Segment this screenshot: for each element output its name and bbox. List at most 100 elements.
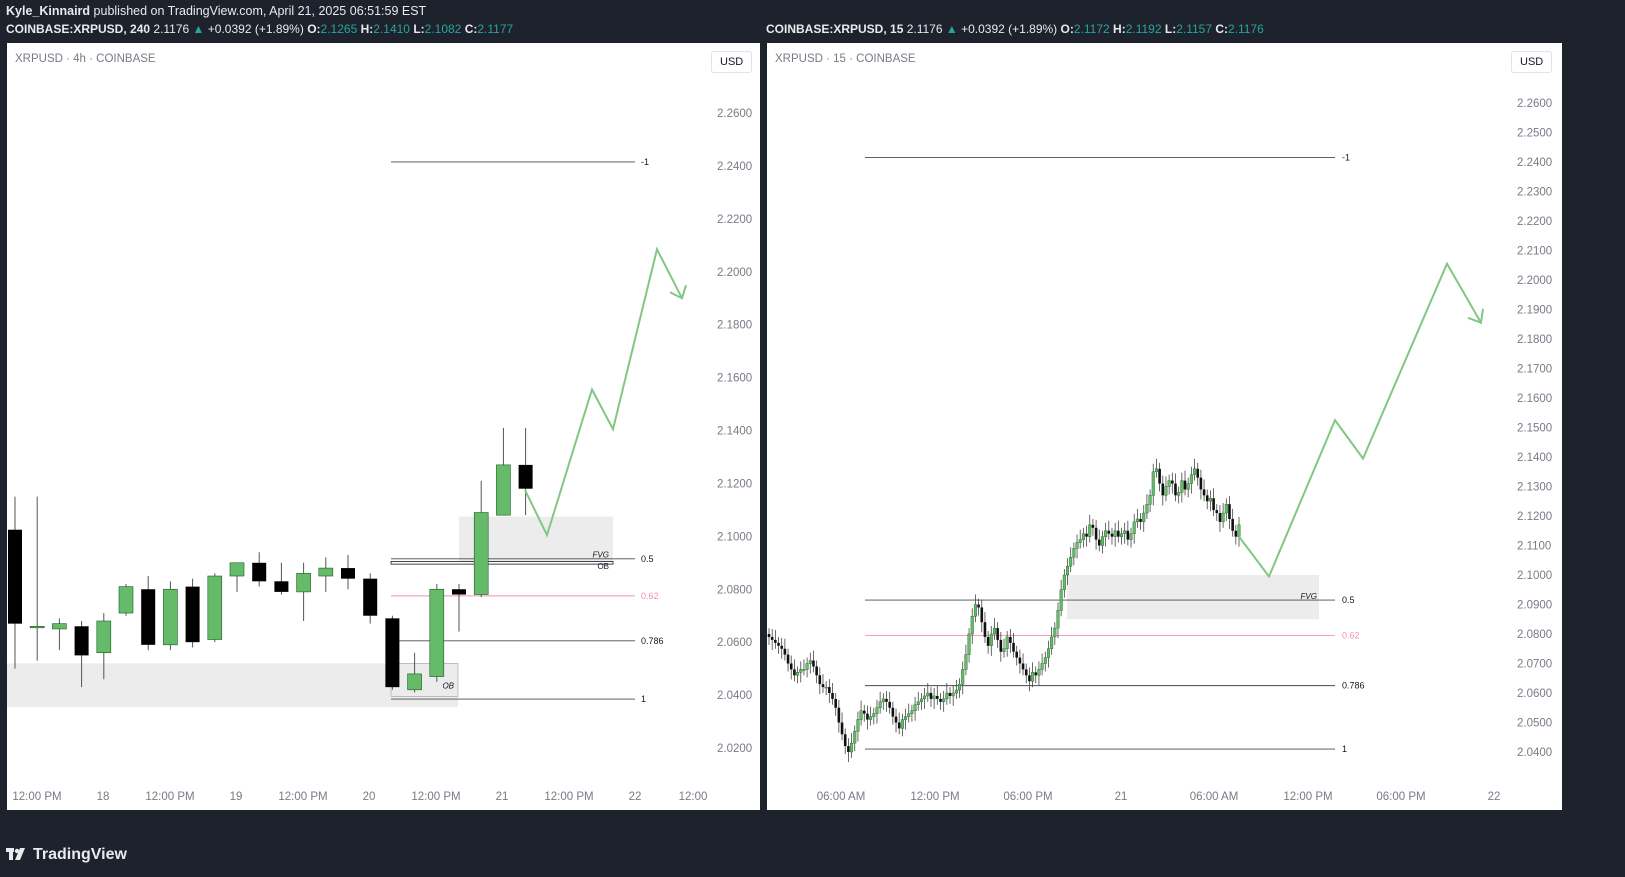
candle-body — [1015, 651, 1019, 658]
candle-body — [992, 627, 996, 635]
candle-body — [1142, 512, 1146, 523]
ob-label-lower: OB — [442, 681, 454, 690]
y-tick-label: 2.1600 — [1517, 393, 1552, 405]
candle-body — [799, 669, 803, 673]
candle-body — [1196, 468, 1200, 478]
left-price: 2.1176 — [153, 22, 190, 36]
candle-body — [910, 710, 914, 714]
up-arrow-icon: ▲ — [192, 22, 205, 36]
candle-body — [821, 684, 825, 688]
candle-body — [1167, 480, 1171, 487]
candle-body — [1088, 524, 1092, 537]
candle-body — [881, 698, 885, 703]
left-close: 2.1177 — [477, 22, 514, 36]
y-tick-label: 2.1700 — [1517, 364, 1552, 376]
candle-body — [163, 588, 178, 646]
chart-panel-15m[interactable]: 2.2600 2.2500 2.2400 2.2300 2.2200 2.2100 2.20… — [767, 43, 1562, 810]
fib-level-label: 1 — [641, 694, 646, 704]
candle-body — [980, 607, 984, 623]
candle-body — [853, 731, 857, 744]
right-open: 2.1172 — [1073, 22, 1110, 36]
candle-body — [834, 698, 837, 708]
projection-path — [524, 246, 683, 538]
candle-body — [1212, 498, 1215, 511]
candle-body — [1097, 539, 1101, 546]
x-tick-label: 12:00 PM — [12, 791, 61, 803]
candle-body — [932, 695, 936, 700]
candle-body — [812, 660, 815, 667]
y-tick-label: 2.0800 — [717, 584, 752, 596]
projection-path — [1238, 261, 1482, 579]
y-tick-label: 2.1300 — [1517, 482, 1552, 494]
candle-body — [1221, 512, 1225, 523]
candle-body — [1228, 504, 1231, 519]
fvg-label: FVG — [593, 550, 609, 559]
candle-body — [274, 581, 289, 592]
currency-button[interactable]: USD — [711, 51, 753, 73]
candle-body — [967, 633, 971, 655]
chart-canvas-15m[interactable]: 2.2600 2.2500 2.2400 2.2300 2.2200 2.2100 2.20… — [767, 43, 1562, 810]
candle-body — [885, 698, 888, 702]
candle-body — [1139, 518, 1142, 522]
x-tick-label: 06:00 PM — [1003, 791, 1052, 803]
candle-body — [996, 628, 999, 640]
y-tick-label: 2.1000 — [1517, 570, 1552, 582]
candle-body — [939, 698, 942, 702]
candle-body — [1059, 589, 1063, 611]
candle-body — [52, 623, 67, 630]
chart-canvas-4h[interactable]: 2.2600 2.2400 2.2200 2.2000 2.1800 2.1600 2.14… — [7, 43, 760, 810]
y-tick-label: 2.1400 — [1517, 452, 1552, 464]
candle-body — [1132, 521, 1136, 534]
candle-body — [891, 707, 895, 717]
candle-body — [1129, 533, 1133, 540]
candle-body — [1123, 530, 1127, 534]
candle-body — [815, 666, 818, 676]
candle-body — [948, 693, 952, 696]
chart-panel-4h[interactable]: 2.2600 2.2400 2.2200 2.2000 2.1800 2.1600 2.14… — [7, 43, 760, 810]
candle-body — [913, 704, 917, 711]
candle-body — [945, 692, 949, 700]
candle-body — [1202, 489, 1206, 496]
y-tick-label: 2.0400 — [717, 690, 752, 702]
candle-body — [789, 663, 793, 670]
candle-body — [452, 589, 466, 595]
y-tick-label: 2.1800 — [1517, 334, 1552, 346]
candle-body — [1078, 539, 1082, 543]
left-info-bar: COINBASE:XRPUSD, 240 2.1176 ▲ +0.0392 (+… — [6, 22, 514, 36]
candle-body — [866, 713, 869, 720]
footer-brand: TradingView — [33, 846, 127, 863]
candle-body — [970, 616, 974, 635]
x-tick-label: 21 — [496, 791, 509, 803]
published-text: published on TradingView.com, April 21, … — [93, 4, 427, 18]
candle-body — [1110, 533, 1114, 537]
candle-body — [964, 654, 968, 670]
candle-body — [929, 693, 933, 699]
x-tick-label: 21 — [1115, 791, 1128, 803]
tradingview-logo[interactable]: TradingView — [6, 846, 127, 864]
candle-body — [207, 575, 223, 640]
candle-body — [916, 701, 920, 705]
x-tick-label: 12:00 PM — [145, 791, 194, 803]
fvg-label: FVG — [1301, 592, 1317, 601]
candle-body — [840, 722, 844, 735]
y-tick-label: 2.2500 — [1517, 128, 1552, 140]
candle-body — [989, 633, 993, 647]
candle-body — [1050, 636, 1054, 649]
candle-body — [900, 719, 904, 729]
candle-body — [1012, 642, 1015, 652]
x-tick-label: 18 — [97, 791, 110, 803]
fib-level-label: 0.5 — [1342, 595, 1355, 605]
candle-body — [808, 660, 812, 664]
author-name[interactable]: Kyle_Kinnaird — [6, 4, 91, 18]
candle-body — [1081, 533, 1085, 540]
candle-body — [843, 734, 847, 747]
candle-body — [1046, 648, 1050, 658]
y-tick-label: 2.1600 — [717, 373, 752, 385]
candle-body — [1218, 513, 1222, 522]
y-tick-label: 2.0700 — [1517, 659, 1552, 671]
candle-body — [1113, 530, 1117, 537]
currency-button[interactable]: USD — [1511, 51, 1553, 73]
right-info-bar: COINBASE:XRPUSD, 15 2.1176 ▲ +0.0392 (+1… — [766, 22, 1264, 36]
candle-body — [407, 673, 422, 691]
y-tick-label: 2.0600 — [1517, 688, 1552, 700]
